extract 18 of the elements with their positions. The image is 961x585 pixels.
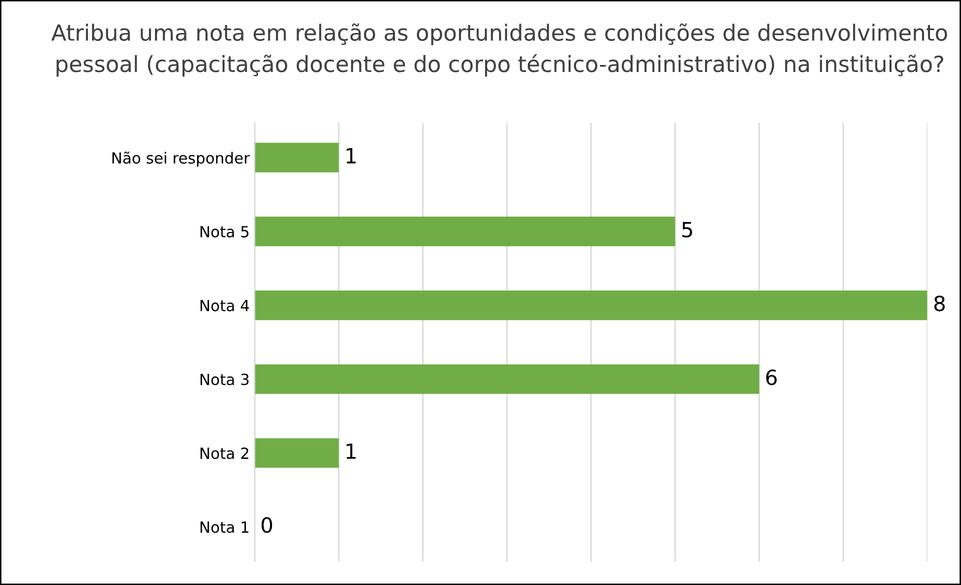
bar bbox=[254, 142, 339, 172]
chart-title: Atribua uma nota em relação as oportunidades e condições de desenvolvimento pessoal (capacitação docente e do corpo técnico-administrativo) na instituição? bbox=[51, 23, 948, 77]
bar bbox=[254, 364, 760, 394]
data-label: 0 bbox=[262, 517, 272, 533]
y-tick-label: Nota 1 bbox=[200, 522, 248, 533]
y-tick-label: Nota 2 bbox=[200, 447, 248, 460]
y-tick-label: Nota 3 bbox=[200, 374, 249, 386]
bar bbox=[254, 290, 928, 320]
y-tick-label: Nota 5 bbox=[200, 226, 248, 238]
bar bbox=[254, 216, 676, 246]
y-tick-label: Nota 4 bbox=[200, 300, 249, 312]
data-label: 5 bbox=[682, 222, 692, 238]
data-label: 6 bbox=[766, 369, 777, 386]
y-tick-label: Não sei responder bbox=[112, 152, 250, 167]
data-label: 8 bbox=[934, 296, 945, 312]
data-label: 1 bbox=[346, 444, 356, 459]
data-label: 1 bbox=[346, 148, 356, 164]
bar bbox=[254, 438, 339, 468]
